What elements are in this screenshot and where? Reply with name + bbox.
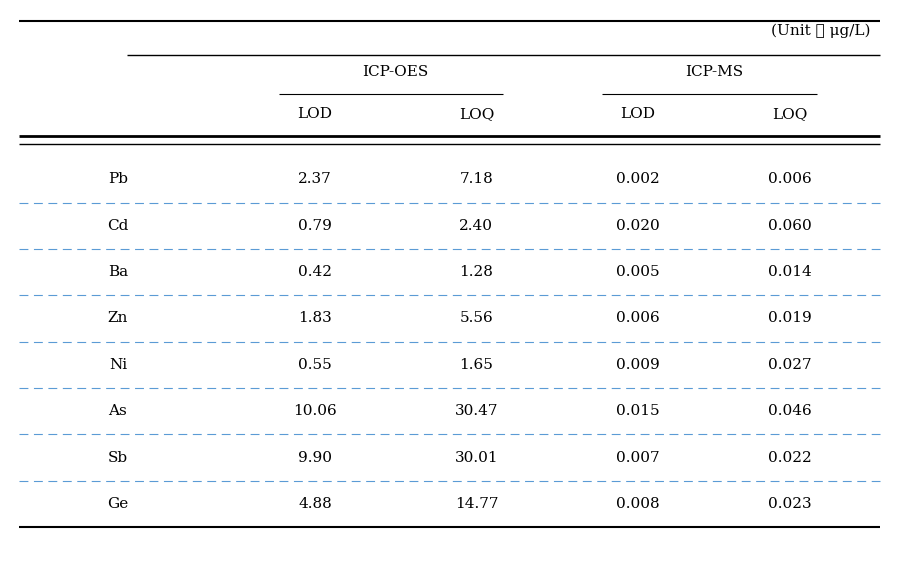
Text: LOQ: LOQ	[772, 107, 808, 122]
Text: 0.015: 0.015	[616, 404, 660, 418]
Text: Ni: Ni	[109, 358, 127, 372]
Text: Ba: Ba	[108, 265, 128, 279]
Text: 5.56: 5.56	[459, 311, 494, 325]
Text: 30.47: 30.47	[455, 404, 498, 418]
Text: 9.90: 9.90	[298, 450, 332, 465]
Text: (Unit ： μg/L): (Unit ： μg/L)	[771, 24, 871, 38]
Text: 10.06: 10.06	[293, 404, 337, 418]
Text: Zn: Zn	[108, 311, 128, 325]
Text: 14.77: 14.77	[455, 497, 498, 511]
Text: 4.88: 4.88	[298, 497, 332, 511]
Text: 0.009: 0.009	[616, 358, 660, 372]
Text: 2.37: 2.37	[298, 173, 332, 186]
Text: LOD: LOD	[620, 107, 655, 122]
Text: Cd: Cd	[107, 219, 129, 233]
Text: 0.42: 0.42	[298, 265, 332, 279]
Text: Sb: Sb	[108, 450, 128, 465]
Text: 0.006: 0.006	[616, 311, 660, 325]
Text: 1.83: 1.83	[298, 311, 332, 325]
Text: 0.046: 0.046	[768, 404, 812, 418]
Text: 0.027: 0.027	[769, 358, 812, 372]
Text: 0.002: 0.002	[616, 173, 660, 186]
Text: Pb: Pb	[108, 173, 128, 186]
Text: 0.023: 0.023	[769, 497, 812, 511]
Text: 0.55: 0.55	[298, 358, 332, 372]
Text: 0.022: 0.022	[768, 450, 812, 465]
Text: ICP-OES: ICP-OES	[362, 65, 429, 79]
Text: ICP-MS: ICP-MS	[685, 65, 743, 79]
Text: 0.006: 0.006	[768, 173, 812, 186]
Text: 0.014: 0.014	[768, 265, 812, 279]
Text: 30.01: 30.01	[455, 450, 498, 465]
Text: 2.40: 2.40	[459, 219, 494, 233]
Text: 0.019: 0.019	[768, 311, 812, 325]
Text: 0.005: 0.005	[616, 265, 660, 279]
Text: 0.79: 0.79	[298, 219, 332, 233]
Text: LOD: LOD	[298, 107, 333, 122]
Text: 0.007: 0.007	[616, 450, 660, 465]
Text: Ge: Ge	[107, 497, 129, 511]
Text: As: As	[109, 404, 128, 418]
Text: 0.020: 0.020	[616, 219, 660, 233]
Text: 1.28: 1.28	[459, 265, 494, 279]
Text: 0.060: 0.060	[768, 219, 812, 233]
Text: 1.65: 1.65	[459, 358, 494, 372]
Text: 7.18: 7.18	[459, 173, 494, 186]
Text: 0.008: 0.008	[616, 497, 660, 511]
Text: LOQ: LOQ	[458, 107, 494, 122]
